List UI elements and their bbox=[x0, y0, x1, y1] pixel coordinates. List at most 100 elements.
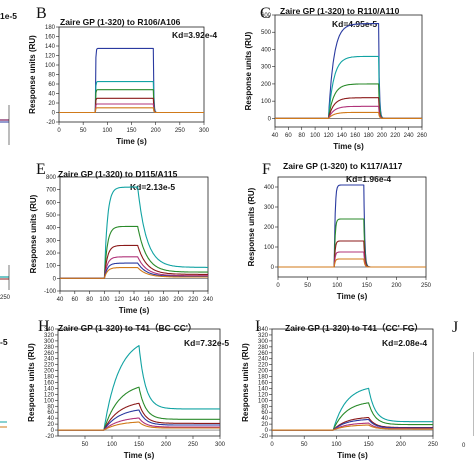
chart-title: Zaire GP (1-320) to T41（BC-CC'） bbox=[58, 323, 196, 333]
y-tick-label: 100 bbox=[261, 99, 272, 105]
y-tick-label: 60 bbox=[261, 410, 268, 416]
x-tick-label: 100 bbox=[310, 133, 321, 139]
x-tick-label: 250 bbox=[188, 442, 199, 448]
fragment-kd-label: -5 bbox=[0, 337, 8, 347]
x-tick-label: 300 bbox=[215, 442, 226, 448]
y-tick-label: 180 bbox=[258, 375, 269, 381]
y-tick-label: 200 bbox=[264, 225, 275, 231]
y-tick-label: 220 bbox=[44, 363, 55, 369]
y-tick-label: 340 bbox=[44, 327, 55, 333]
y-tick-label: -100 bbox=[44, 289, 57, 295]
fragment-kd-label: 1e-5 bbox=[0, 11, 17, 21]
series-line bbox=[275, 23, 422, 119]
y-tick-label: 200 bbox=[46, 251, 57, 257]
y-tick-label: 240 bbox=[258, 357, 269, 363]
y-tick-label: 60 bbox=[48, 82, 55, 88]
kd-label: Kd=3.92e-4 bbox=[172, 30, 217, 40]
panel-letter: B bbox=[36, 5, 47, 22]
chart-title: Zaire GP (1-320) to D115/A115 bbox=[58, 169, 178, 179]
chart-panel-b: B Zaire GP (1-320) to R106/A106 Kd=3.92e-4… bbox=[28, 5, 217, 146]
y-tick-label: 400 bbox=[261, 47, 272, 53]
y-tick-label: 0 bbox=[51, 428, 55, 434]
y-tick-label: 180 bbox=[45, 25, 56, 31]
y-axis-title: Response units (RU) bbox=[27, 343, 36, 422]
y-tick-label: 100 bbox=[258, 398, 269, 404]
x-tick-label: 120 bbox=[114, 297, 125, 303]
y-tick-label: 120 bbox=[44, 392, 55, 398]
panels-layer: B Zaire GP (1-320) to R106/A106 Kd=3.92e-4… bbox=[27, 5, 439, 460]
x-tick-label: 200 bbox=[161, 442, 172, 448]
y-tick-label: 100 bbox=[45, 63, 56, 69]
y-tick-label: 160 bbox=[45, 35, 56, 41]
x-tick-label: 50 bbox=[82, 442, 89, 448]
x-tick-label: 160 bbox=[350, 133, 361, 139]
fragment-panel-a: 1e-5 bbox=[0, 11, 17, 145]
series-line bbox=[275, 83, 422, 119]
x-tick-label: 250 bbox=[428, 442, 439, 448]
series-line bbox=[59, 47, 204, 114]
y-tick-label: 180 bbox=[44, 375, 55, 381]
y-tick-label: 140 bbox=[45, 44, 56, 50]
y-tick-label: 400 bbox=[46, 226, 57, 232]
y-tick-label: 160 bbox=[258, 381, 269, 387]
x-tick-label: 200 bbox=[173, 297, 184, 303]
fragment-tick-label: 0 bbox=[462, 443, 466, 449]
x-tick-label: 260 bbox=[417, 133, 428, 139]
series-line bbox=[60, 186, 208, 279]
x-tick-label: 220 bbox=[188, 297, 199, 303]
y-axis-title: Response units (RU) bbox=[244, 31, 253, 110]
y-axis-title: Response units (RU) bbox=[28, 35, 37, 114]
y-axis-title: Response units (RU) bbox=[29, 194, 38, 273]
chart-title: Zaire GP (1-320) to R110/A110 bbox=[280, 6, 400, 16]
chart-panel-i: I Zaire GP (1-320) to T41（CC'-FG） Kd=2.08e… bbox=[241, 318, 439, 460]
y-tick-label: 200 bbox=[258, 369, 269, 375]
series-line bbox=[59, 89, 204, 114]
series-line bbox=[58, 402, 220, 431]
y-tick-label: 600 bbox=[46, 200, 57, 206]
x-tick-label: 150 bbox=[126, 128, 137, 134]
y-tick-label: 120 bbox=[258, 392, 269, 398]
y-tick-label: 0 bbox=[53, 276, 57, 282]
x-axis-title: Time (s) bbox=[119, 306, 150, 315]
y-tick-label: 20 bbox=[47, 422, 54, 428]
x-axis-title: Time (s) bbox=[116, 137, 147, 146]
y-tick-label: -20 bbox=[45, 434, 54, 440]
y-tick-label: 300 bbox=[46, 238, 57, 244]
kd-label: Kd=2.08e-4 bbox=[382, 338, 427, 348]
x-tick-label: 200 bbox=[377, 133, 388, 139]
x-tick-label: 40 bbox=[57, 297, 64, 303]
series-line bbox=[278, 258, 426, 268]
panel-letter: C bbox=[260, 5, 271, 22]
y-tick-label: 800 bbox=[46, 175, 57, 181]
chart-title: Zaire GP (1-320) to K117/A117 bbox=[283, 161, 403, 171]
y-tick-label: 80 bbox=[261, 404, 268, 410]
x-tick-label: 240 bbox=[404, 133, 415, 139]
x-tick-label: 250 bbox=[175, 128, 186, 134]
y-tick-label: 600 bbox=[261, 13, 272, 19]
series-line bbox=[59, 97, 204, 114]
y-axis-title: Response units (RU) bbox=[247, 187, 256, 266]
x-tick-label: 80 bbox=[86, 297, 93, 303]
series-line bbox=[60, 244, 208, 279]
x-axis-title: Time (s) bbox=[124, 451, 155, 460]
y-tick-label: 100 bbox=[44, 398, 55, 404]
panel-letter: I bbox=[255, 318, 260, 335]
x-tick-label: 100 bbox=[99, 297, 110, 303]
x-tick-label: 200 bbox=[396, 442, 407, 448]
series-line bbox=[60, 225, 208, 279]
x-tick-label: 100 bbox=[331, 442, 342, 448]
chart-panel-e: E Zaire GP (1-320) to D115/A115 Kd=2.13e-5… bbox=[29, 161, 214, 315]
x-tick-label: 200 bbox=[391, 283, 402, 289]
x-tick-label: 240 bbox=[203, 297, 214, 303]
x-tick-label: 150 bbox=[134, 442, 145, 448]
x-tick-label: 60 bbox=[71, 297, 78, 303]
chart-title: Zaire GP (1-320) to R106/A106 bbox=[60, 17, 181, 27]
y-tick-label: 260 bbox=[44, 351, 55, 357]
chart-title: Zaire GP (1-320) to T41（CC'-FG） bbox=[285, 323, 423, 333]
chart-panel-c: C Zaire GP (1-320) to R110/A110Kd=4.95e-5… bbox=[244, 5, 428, 151]
y-tick-label: 300 bbox=[261, 65, 272, 71]
y-tick-label: 260 bbox=[258, 351, 269, 357]
kd-label: Kd=7.32e-5 bbox=[184, 338, 229, 348]
series-line bbox=[275, 111, 422, 119]
